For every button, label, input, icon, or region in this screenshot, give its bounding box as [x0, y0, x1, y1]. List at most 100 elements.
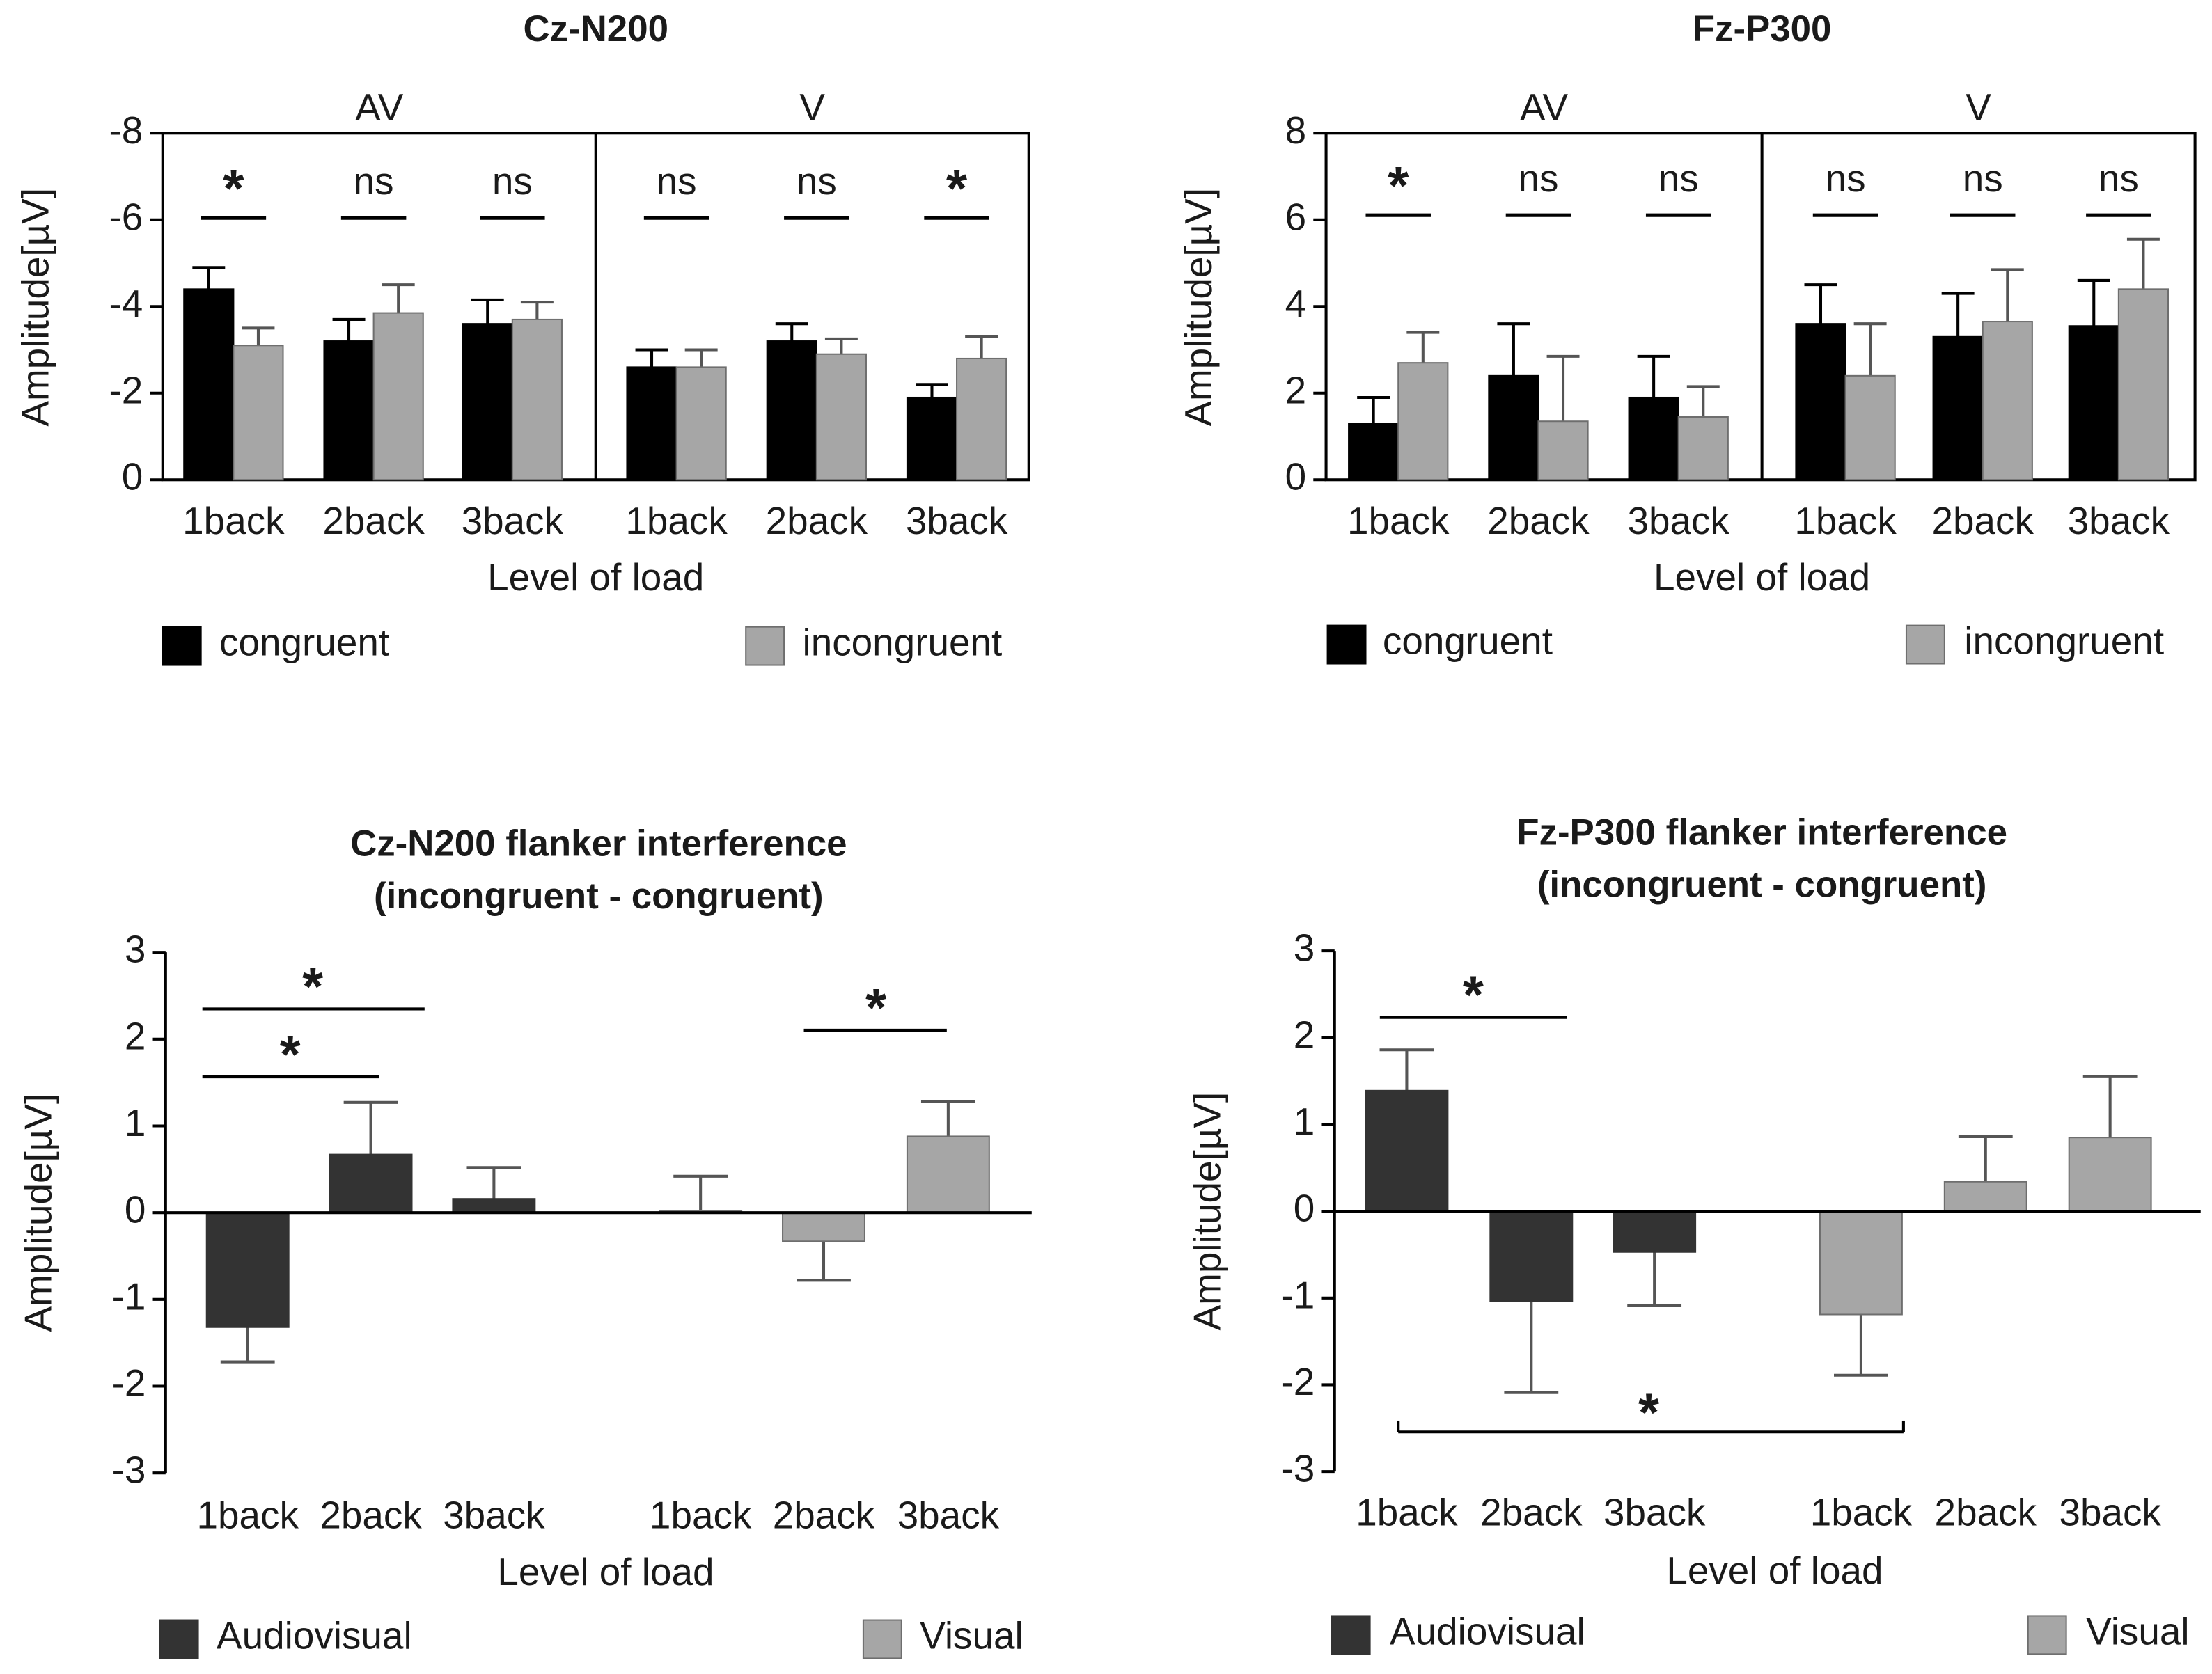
significance-label: * [1638, 1382, 1659, 1442]
bar [1932, 335, 1984, 481]
significance-label: ns [492, 159, 533, 203]
x-tick-label: 1back [1810, 1491, 1913, 1534]
x-tick-label: 1back [182, 499, 285, 542]
y-tick-label: 0 [125, 1188, 146, 1231]
bar [906, 1135, 990, 1214]
significance-label: ns [657, 159, 697, 203]
x-tick-label: 1back [196, 1494, 299, 1537]
x-tick-label: 2back [766, 499, 868, 542]
significance-label: * [280, 1025, 301, 1084]
bar [183, 288, 235, 481]
significance-label: * [1463, 965, 1484, 1025]
x-tick-label: 1back [1794, 499, 1897, 542]
legend-label: incongruent [803, 621, 1003, 664]
bar [782, 1212, 865, 1242]
significance-label: ns [1826, 157, 1866, 200]
legend-label: congruent [219, 621, 389, 664]
x-tick-label: 1back [650, 1494, 752, 1537]
x-tick-label: 2back [1487, 499, 1590, 542]
legend-swatch [2027, 1615, 2067, 1655]
legend-label: Visual [2086, 1609, 2189, 1652]
y-tick-label: 2 [1285, 368, 1307, 411]
x-tick-label: 1back [1356, 1491, 1458, 1534]
bar [1943, 1181, 2027, 1213]
legend-label: Audiovisual [217, 1613, 412, 1657]
bar [1365, 1089, 1449, 1213]
significance-label: ns [1658, 157, 1699, 200]
significance-label: * [223, 159, 244, 219]
bar [956, 357, 1007, 481]
y-tick-label: 2 [1294, 1013, 1315, 1056]
legend-label: incongruent [1964, 619, 2164, 663]
y-tick-label: -1 [1281, 1273, 1315, 1316]
y-tick-label: 8 [1285, 109, 1307, 152]
x-axis-label: Level of load [497, 1550, 714, 1593]
y-tick-label: -2 [1281, 1360, 1315, 1403]
bar [323, 340, 375, 481]
bar [329, 1153, 413, 1214]
bar [675, 366, 727, 481]
legend-swatch [1326, 624, 1367, 665]
x-tick-label: 3back [2068, 499, 2170, 542]
bar [2068, 1137, 2152, 1213]
legend-label: Audiovisual [1390, 1609, 1585, 1652]
chart-title: Fz-P300 [1693, 8, 1832, 49]
bar [462, 323, 513, 481]
y-tick-label: -4 [109, 282, 143, 325]
bar [1537, 420, 1589, 481]
bar [1397, 362, 1449, 481]
bar [1677, 416, 1729, 481]
bar [452, 1198, 536, 1214]
x-tick-label: 2back [1935, 1491, 2037, 1534]
x-tick-label: 2back [1480, 1491, 1583, 1534]
y-axis-label: Amplitude[µV] [13, 188, 56, 427]
bar [372, 312, 424, 481]
y-axis-label: Amplitude[µV] [1177, 188, 1220, 427]
chart-subtitle: (incongruent - congruent) [374, 876, 824, 917]
group-label: AV [355, 86, 404, 129]
significance-label: * [302, 956, 323, 1016]
significance-label: * [1388, 156, 1409, 216]
y-tick-label: 3 [1294, 926, 1315, 970]
x-tick-label: 2back [1931, 499, 2034, 542]
y-tick-label: 0 [1285, 455, 1307, 498]
y-tick-label: 3 [125, 928, 146, 971]
bar [1489, 1210, 1574, 1302]
group-label: V [799, 86, 825, 129]
bar [1613, 1210, 1697, 1253]
x-tick-label: 2back [773, 1494, 875, 1537]
x-axis-label: Level of load [1666, 1549, 1883, 1592]
x-tick-label: 3back [1627, 499, 1729, 542]
legend-label: congruent [1383, 619, 1553, 663]
x-tick-label: 3back [897, 1494, 1000, 1537]
bar [205, 1212, 290, 1328]
x-tick-label: 1back [1347, 499, 1450, 542]
bar [1982, 321, 2033, 481]
legend-label: Visual [920, 1613, 1023, 1657]
group-label: V [1966, 86, 1991, 129]
x-tick-label: 3back [2059, 1491, 2161, 1534]
bar [1348, 423, 1399, 481]
chart-title: Fz-P300 flanker interference [1516, 812, 2007, 853]
significance-label: ns [354, 159, 394, 203]
group-label: AV [1520, 86, 1569, 129]
chart-title: Cz-N200 [524, 8, 668, 49]
bar [1844, 374, 1896, 481]
bar [1795, 323, 1846, 481]
x-tick-label: 3back [462, 499, 564, 542]
chart-title: Cz-N200 flanker interference [350, 823, 847, 864]
bar [1628, 396, 1679, 481]
y-tick-label: -6 [109, 195, 143, 238]
significance-label: ns [797, 159, 837, 203]
x-axis-label: Level of load [487, 555, 704, 599]
bar [2068, 325, 2119, 481]
legend-swatch [1905, 624, 1945, 665]
y-tick-label: -1 [112, 1274, 146, 1318]
x-tick-label: 3back [1603, 1491, 1706, 1534]
x-tick-label: 1back [625, 499, 728, 542]
x-tick-label: 2back [322, 499, 425, 542]
x-tick-label: 3back [443, 1494, 545, 1537]
y-axis-label: Amplitude[µV] [16, 1093, 59, 1332]
